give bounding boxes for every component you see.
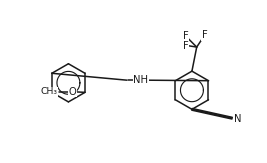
Text: F: F — [183, 31, 189, 41]
Text: NH: NH — [134, 75, 148, 85]
Text: F: F — [202, 30, 207, 40]
Text: O: O — [68, 87, 76, 97]
Text: F: F — [183, 41, 189, 51]
Text: CH₃: CH₃ — [41, 87, 58, 96]
Text: N: N — [234, 114, 241, 124]
